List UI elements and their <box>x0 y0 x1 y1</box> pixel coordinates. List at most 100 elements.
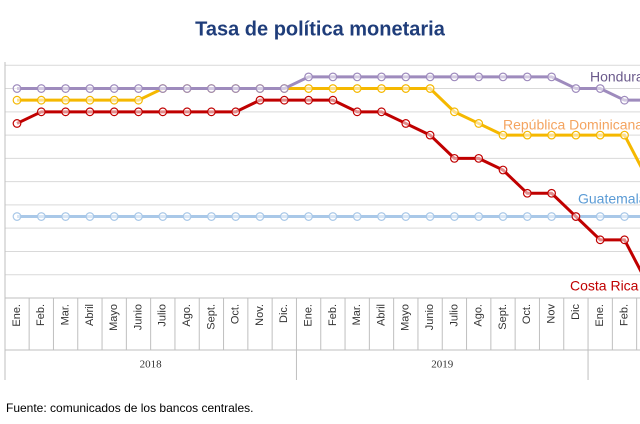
point <box>158 107 168 117</box>
point <box>134 107 143 117</box>
point <box>401 212 411 221</box>
point <box>425 72 435 82</box>
point <box>134 95 143 105</box>
point <box>36 95 46 105</box>
point <box>328 72 338 82</box>
point <box>36 84 46 93</box>
x-tick-label: Feb. <box>35 304 47 326</box>
point <box>620 130 629 140</box>
point <box>450 212 459 221</box>
x-tick-label: Sept. <box>497 304 509 330</box>
point <box>231 212 241 221</box>
point <box>474 212 484 221</box>
point <box>450 107 459 117</box>
point <box>231 107 241 117</box>
point <box>206 212 216 221</box>
x-tick-label: Nov. <box>254 304 266 326</box>
point <box>425 84 435 93</box>
x-tick-label: Ago. <box>473 304 485 327</box>
point <box>36 212 46 221</box>
point <box>547 188 556 198</box>
point <box>401 72 411 82</box>
x-tick-label: Ene. <box>303 304 315 327</box>
point <box>85 95 95 105</box>
point <box>547 72 556 82</box>
x-tick-label: Junio <box>424 304 436 330</box>
source-note: Fuente: comunicados de los bancos centra… <box>6 401 253 415</box>
point <box>12 84 22 93</box>
point <box>279 95 289 105</box>
point <box>498 130 508 140</box>
point <box>279 84 289 93</box>
point <box>620 95 629 105</box>
point <box>109 107 119 117</box>
point <box>377 72 386 82</box>
point <box>158 212 168 221</box>
x-tick-label: Dic <box>570 304 582 320</box>
point <box>474 153 484 163</box>
point <box>620 212 629 221</box>
point <box>134 84 143 93</box>
point <box>377 212 386 221</box>
point <box>522 212 532 221</box>
point <box>352 72 362 82</box>
point <box>206 84 216 93</box>
point <box>304 72 314 82</box>
point <box>85 107 95 117</box>
point <box>401 84 411 93</box>
point <box>255 212 265 221</box>
point <box>595 212 605 221</box>
point <box>206 107 216 117</box>
point <box>425 212 435 221</box>
point <box>450 72 459 82</box>
point <box>474 119 484 128</box>
point <box>425 130 435 140</box>
point <box>352 212 362 221</box>
point <box>571 130 581 140</box>
point <box>498 72 508 82</box>
point <box>595 130 605 140</box>
point <box>377 84 386 93</box>
point <box>352 107 362 117</box>
point <box>571 212 581 221</box>
x-tick-label: Dic. <box>278 304 290 323</box>
point <box>61 95 70 105</box>
x-tick-label: Junio <box>132 304 144 330</box>
point <box>304 84 314 93</box>
point <box>620 235 629 245</box>
x-tick-label: Oct. <box>521 304 533 324</box>
point <box>401 119 411 128</box>
point <box>12 95 22 105</box>
point <box>109 95 119 105</box>
plot: Ene. Feb. Mar. Abril Mayo Junio Julio Ago. Sept.… <box>4 62 640 380</box>
x-tick-label: Mayo <box>400 304 412 331</box>
point <box>304 212 314 221</box>
point <box>109 212 119 221</box>
point <box>522 130 532 140</box>
x-tick-label: Mar. <box>351 304 363 325</box>
point <box>182 107 192 117</box>
year-label: 2018 <box>140 359 163 371</box>
point <box>474 72 484 82</box>
point <box>522 188 532 198</box>
point <box>450 153 459 163</box>
point <box>61 84 70 93</box>
point <box>279 212 289 221</box>
point <box>595 235 605 245</box>
point <box>158 84 168 93</box>
point <box>571 84 581 93</box>
chart-title: Tasa de política monetaria <box>195 18 446 40</box>
point <box>61 107 70 117</box>
point <box>328 95 338 105</box>
point <box>12 119 22 128</box>
x-tick-label: Julio <box>157 304 169 327</box>
x-tick-label: Ene. <box>594 304 606 327</box>
point <box>182 84 192 93</box>
point <box>109 84 119 93</box>
x-tick-label: Ene. <box>11 304 23 327</box>
point <box>304 95 314 105</box>
point <box>328 212 338 221</box>
point <box>12 212 22 221</box>
point <box>61 212 70 221</box>
